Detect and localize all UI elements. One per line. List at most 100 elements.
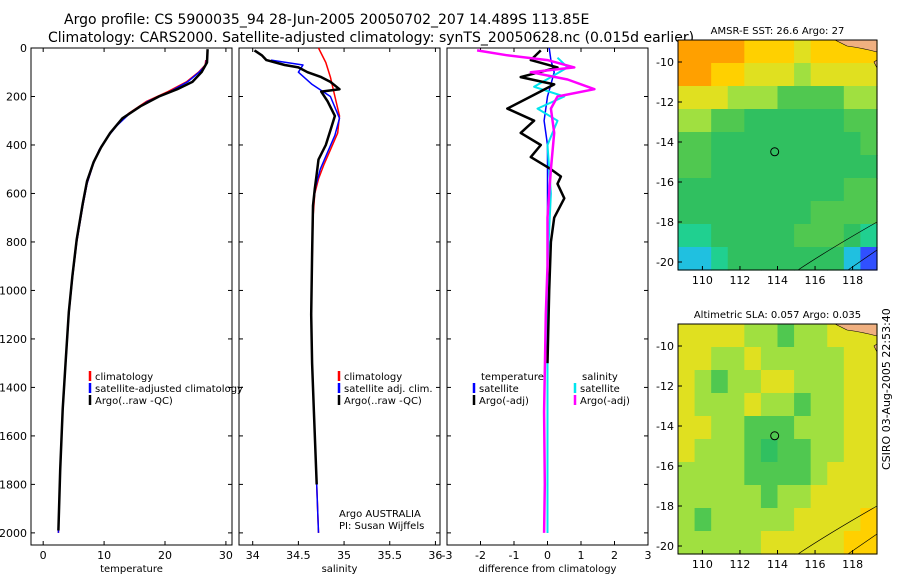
sla-map-cell [794,416,812,440]
sla-map-cell [694,439,712,463]
salinity-annotation: Argo AUSTRALIA [339,509,421,520]
sst-map-cell [777,109,795,133]
sst-map-cell [794,132,812,156]
sla-map-cell [860,531,878,555]
sla-map-cell [694,416,712,440]
sst-map-xtick-label: 112 [729,274,750,287]
difference-xtick-label: 3 [645,549,652,562]
sst-map-cell [860,109,878,133]
sst-map-cell [777,132,795,156]
sla-map-cell [711,462,729,486]
sla-map-cell [860,439,878,463]
sla-map-cell [744,324,762,348]
sla-map-cell [694,485,712,509]
temperature-ytick-label: 800 [6,236,27,249]
difference-xtick-label: 1 [578,549,585,562]
sla-map-cell [810,370,828,394]
sst-map-cell [744,40,762,64]
sst-map-cell [711,224,729,248]
sst-map-ytick-label: -18 [656,216,674,229]
sst-map-cell [694,40,712,64]
sst-map-cell [744,178,762,202]
temperature-panel: 0 10 20 30 0 200 400 600 800 1000 1200 1400 1600 1800… [0,42,243,575]
sst-map-cell [794,201,812,225]
sla-map-cell [760,508,779,532]
sst-map-panel: 110 112 114 116 118 -10 -12 -14 -16 -18 -20 AMSR-E … [656,26,878,287]
sst-map-xtick-label: 116 [805,274,826,287]
sst-map-xtick-label: 118 [842,274,863,287]
sla-map-cell [760,370,779,394]
sla-map-cell [827,393,845,417]
sst-map-cell [827,132,845,156]
sla-map-panel: 110 112 114 116 118 -10 -12 -14 -16 -18 -20 Altimet… [656,310,878,571]
sst-map-cell [711,109,729,133]
sla-map-cell [794,439,812,463]
sst-map-cell [794,109,812,133]
difference-sal-legend-label: Argo(-adj) [580,396,630,407]
sst-map-cell [760,155,779,179]
sst-map-ytick-label: -14 [656,136,674,149]
sla-map-cell [860,347,878,371]
sla-map-cell [843,439,862,463]
sst-map-cell [827,224,845,248]
sst-map-cell [744,86,762,110]
difference-xtick-label: 0 [544,549,551,562]
temperature-ytick-label: 1600 [0,430,27,443]
sla-map-cell [744,485,762,509]
sst-map-cell [827,247,845,271]
sst-map-cell [794,224,812,248]
sst-map-cell [827,201,845,225]
sla-map-cell [827,462,845,486]
difference-xtick-label: -3 [442,549,453,562]
sla-map-cell [810,393,828,417]
sst-map-cell [744,63,762,87]
salinity-legend-label: satellite adj. clim. [344,384,433,395]
sst-map-cell [760,63,779,87]
sla-map-ytick-label: -10 [656,340,674,353]
temperature-ytick-label: 0 [20,42,27,55]
temperature-legend-label: climatology [95,372,153,383]
sst-map-cell [694,247,712,271]
sst-map-cell [810,86,828,110]
sla-map-cell [794,485,812,509]
sla-map-cell [777,347,795,371]
sst-map-cell [678,247,696,271]
sst-map-cell [860,224,878,248]
salinity-legend-label: Argo(..raw -QC) [344,396,422,407]
sla-map-cell [777,508,795,532]
sla-map-cell [777,531,795,555]
temperature-ytick-label: 2000 [0,527,27,540]
sst-map-cell [860,132,878,156]
sst-map-cell [678,40,696,64]
sst-map-cell [843,132,862,156]
temperature-legend-label: satellite-adjusted climatology [95,384,243,395]
sst-map-cell [694,178,712,202]
sst-map-cell [727,132,745,156]
temperature-series-0 [57,60,207,533]
sst-map-cell [711,40,729,64]
sst-map-cell [727,109,745,133]
sla-map-cell [843,485,862,509]
sla-map-cell [760,485,779,509]
sst-map-cell [860,178,878,202]
sst-map-cell [810,109,828,133]
sla-map-cell [744,393,762,417]
sst-map-cell [694,224,712,248]
sst-map-cell [744,201,762,225]
sst-map-cell [843,86,862,110]
sla-map-cell [810,531,828,555]
temperature-xtick-label: 10 [97,549,111,562]
sla-map-cell [727,485,745,509]
sla-map-cell [827,347,845,371]
salinity-frame [238,47,441,546]
sst-map-cell [694,86,712,110]
salinity-xtick-label: 35.5 [378,549,403,562]
sla-map-cell [777,416,795,440]
sla-map-cell [777,324,795,348]
sla-map-cell [678,485,696,509]
sst-map-cell [760,86,779,110]
sst-map-cell [860,201,878,225]
sla-map-cell [760,393,779,417]
sla-map-cell [794,508,812,532]
